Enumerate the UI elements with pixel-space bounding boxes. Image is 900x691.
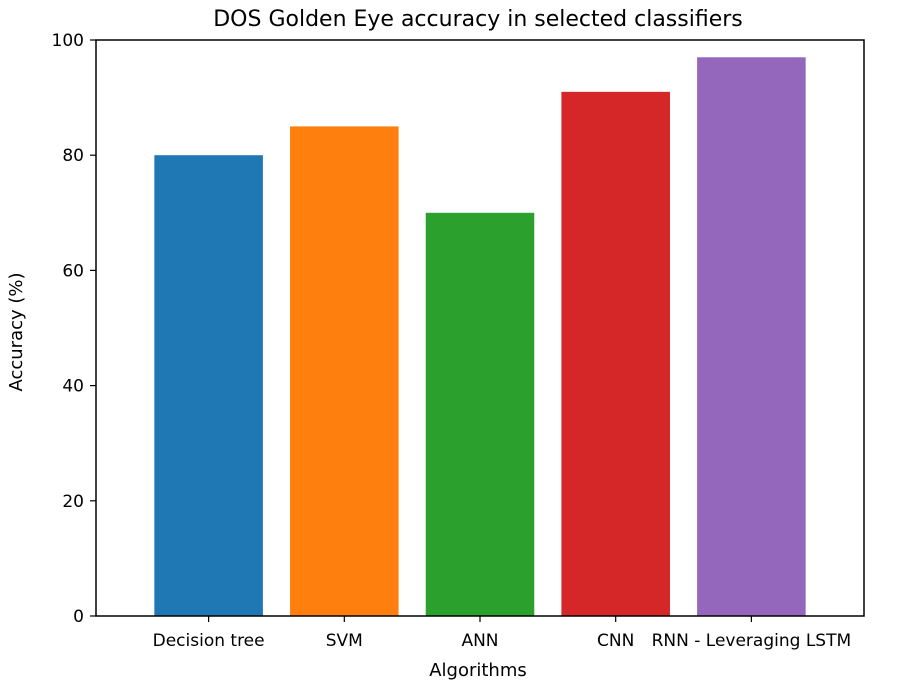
x-axis-label: Algorithms xyxy=(429,660,527,681)
y-tick-label: 20 xyxy=(62,492,84,512)
y-axis-label: Accuracy (%) xyxy=(6,272,27,391)
bar-2 xyxy=(425,212,535,617)
x-tick-label: CNN xyxy=(597,631,634,651)
bar-1 xyxy=(290,126,399,617)
chart-title: DOS Golden Eye accuracy in selected clas… xyxy=(213,7,743,32)
bars-layer xyxy=(154,57,806,617)
x-tick-label: SVM xyxy=(326,631,363,651)
bar-0 xyxy=(154,155,263,616)
x-tick-label: RNN - Leveraging LSTM xyxy=(652,631,852,651)
y-tick-label: 100 xyxy=(52,31,84,51)
plot-frame xyxy=(95,39,865,617)
bar-3 xyxy=(561,91,670,617)
y-tick-label: 80 xyxy=(62,146,84,166)
y-axis-ticks: 0 20 40 60 80 100 xyxy=(52,31,96,627)
bar-4 xyxy=(697,57,806,616)
y-tick-label: 40 xyxy=(62,377,84,397)
x-axis-ticks: Decision tree SVM ANN CNN RNN - Leveraging L… xyxy=(153,616,852,651)
x-tick-label: Decision tree xyxy=(153,631,265,651)
y-tick-label: 60 xyxy=(62,261,84,281)
x-tick-label: ANN xyxy=(461,631,498,651)
y-tick-label: 0 xyxy=(73,607,84,627)
